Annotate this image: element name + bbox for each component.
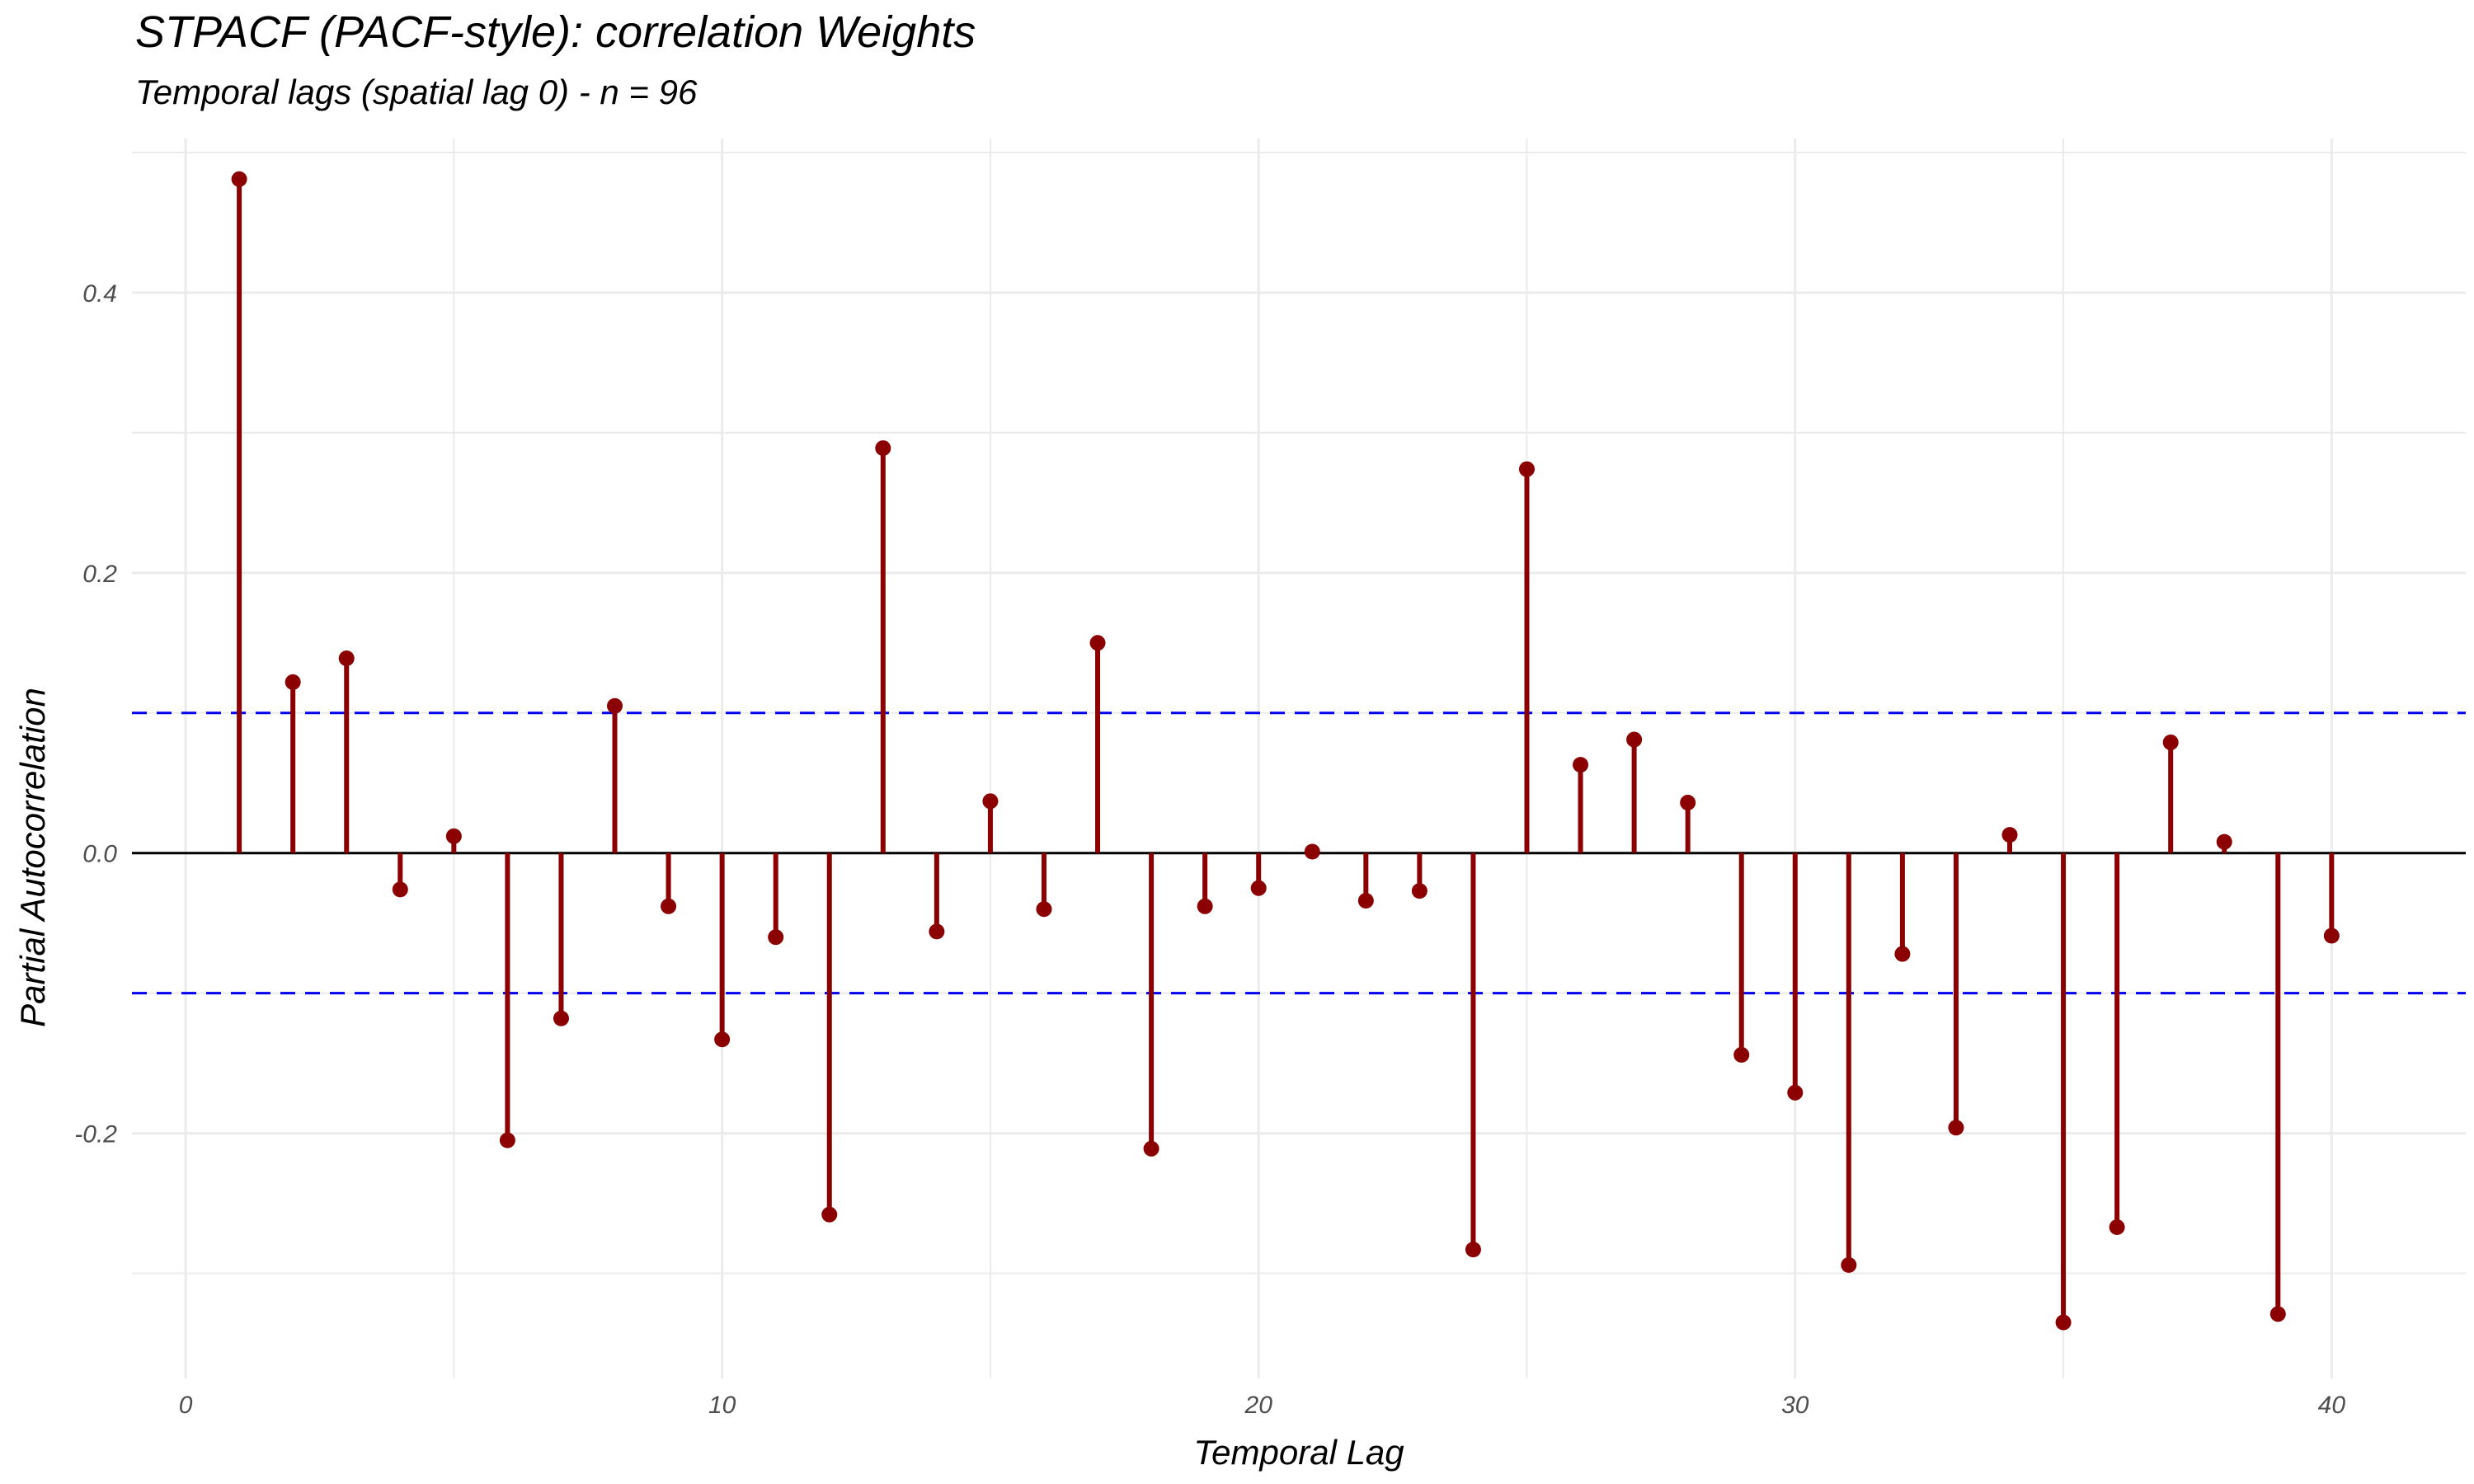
- point-lag-3: [338, 650, 355, 666]
- point-lag-21: [1304, 843, 1320, 860]
- point-lag-12: [821, 1206, 838, 1223]
- point-lag-35: [2055, 1314, 2072, 1331]
- point-lag-7: [553, 1010, 569, 1026]
- x-tick-label: 40: [2318, 1392, 2346, 1419]
- point-lag-27: [1626, 731, 1643, 748]
- x-tick-label: 10: [708, 1392, 736, 1419]
- point-lag-30: [1787, 1084, 1804, 1101]
- y-tick-label: -0.2: [74, 1121, 117, 1148]
- x-tick-label: 30: [1781, 1392, 1809, 1419]
- y-tick-labels: -0.2 0.0 0.2 0.4: [74, 280, 117, 1148]
- point-lag-16: [1036, 901, 1052, 918]
- chart-title: STPACF (PACF-style): correlation Weights: [135, 7, 976, 57]
- point-lag-13: [875, 440, 891, 457]
- point-lag-33: [1948, 1120, 1964, 1136]
- point-lag-34: [2001, 827, 2018, 843]
- stems: [237, 179, 2335, 1323]
- point-lag-25: [1518, 461, 1535, 477]
- x-tick-label: 20: [1244, 1392, 1273, 1419]
- point-lag-38: [2216, 834, 2232, 850]
- point-lag-36: [2109, 1219, 2125, 1235]
- point-lag-5: [445, 828, 462, 844]
- point-lag-31: [1841, 1256, 1857, 1273]
- y-tick-label: 0.2: [82, 561, 117, 588]
- point-lag-20: [1250, 880, 1267, 896]
- point-lag-8: [607, 697, 623, 714]
- point-lag-40: [2323, 928, 2340, 944]
- points: [231, 171, 2340, 1331]
- point-lag-24: [1465, 1242, 1481, 1258]
- x-tick-labels: 0 10 20 30 40: [179, 1392, 2346, 1419]
- chart-subtitle: Temporal lags (spatial lag 0) - n = 96: [135, 73, 698, 111]
- point-lag-15: [982, 793, 999, 810]
- point-lag-37: [2162, 734, 2179, 750]
- point-lag-11: [768, 929, 784, 946]
- x-tick-label: 0: [179, 1392, 193, 1419]
- point-lag-29: [1733, 1046, 1750, 1063]
- y-axis-title: Partial Autocorrelation: [13, 688, 52, 1027]
- x-axis-title: Temporal Lag: [1193, 1433, 1404, 1472]
- point-lag-17: [1089, 635, 1106, 651]
- y-tick-label: 0.4: [82, 280, 117, 308]
- point-lag-28: [1680, 795, 1696, 811]
- point-lag-14: [929, 923, 945, 940]
- point-lag-4: [392, 881, 408, 898]
- point-lag-39: [2269, 1306, 2286, 1322]
- y-tick-label: 0.0: [82, 841, 117, 868]
- point-lag-2: [285, 674, 301, 690]
- point-lag-1: [231, 171, 247, 187]
- point-lag-26: [1573, 757, 1589, 773]
- point-lag-10: [714, 1031, 731, 1048]
- point-lag-18: [1143, 1140, 1159, 1157]
- point-lag-9: [661, 898, 677, 914]
- point-lag-32: [1894, 946, 1911, 962]
- point-lag-6: [499, 1132, 515, 1148]
- point-lag-22: [1357, 892, 1374, 909]
- point-lag-19: [1197, 898, 1213, 914]
- point-lag-23: [1411, 883, 1427, 899]
- reference-lines: [132, 711, 2466, 995]
